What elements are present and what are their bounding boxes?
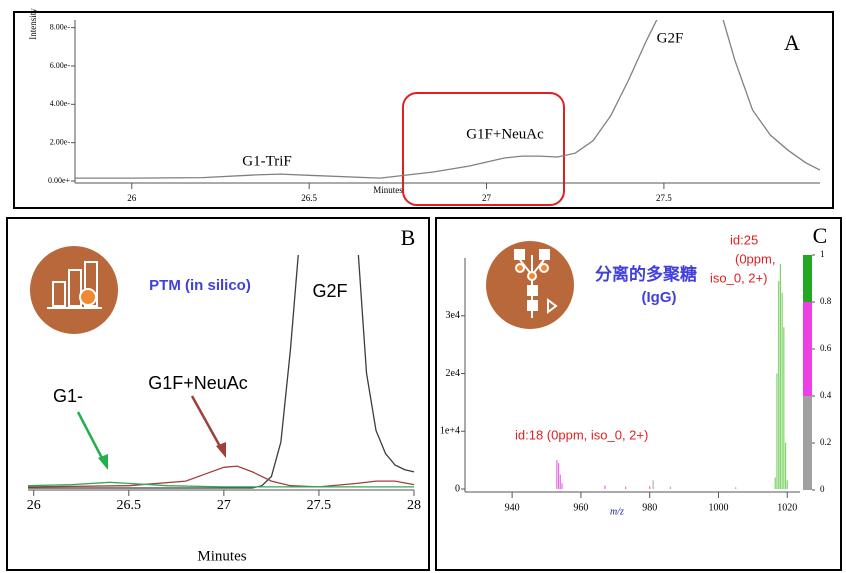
line-series — [28, 255, 415, 489]
panel-label: A — [784, 30, 800, 55]
annotation: G1F+NeuAc — [148, 373, 248, 393]
annotation: G1-TriF — [242, 153, 291, 169]
colorbar-segment — [803, 255, 812, 302]
colorbar-segment — [803, 302, 812, 396]
x-axis-label: Minutes — [197, 548, 246, 564]
x-tick-label: 940 — [505, 502, 520, 513]
x-tick-label: 28 — [407, 498, 421, 513]
x-tick-label: 26 — [27, 498, 41, 513]
y-tick-label: 3e4 — [446, 310, 460, 321]
x-tick-label: 27 — [482, 193, 492, 203]
colorbar-segment — [803, 396, 812, 490]
x-axis-label: Minutes — [373, 185, 403, 195]
x-tick-label: 26.5 — [117, 498, 142, 513]
panel-a: A Intensity Minutes G1-TriF G1F+NeuAc G2… — [28, 8, 820, 206]
panel-b: B PTM (in silico) G2F G1F+NeuAc G1- Minu… — [27, 225, 421, 564]
x-tick-label: 1020 — [777, 502, 797, 513]
panel-a-frame — [13, 11, 834, 209]
highlight-box — [402, 92, 565, 206]
colorbar-tick-label: 0.2 — [820, 437, 831, 447]
y-tick-label: 8.00e- — [50, 22, 71, 31]
panel-c: C 分离的多聚糖 (IgG) id:25 (0ppm, iso_0, 2+) i… — [440, 223, 832, 517]
icon-glyph — [514, 249, 558, 318]
x-tick-label: 26.5 — [301, 193, 317, 203]
y-tick-label: 6.00e- — [50, 61, 71, 70]
y-tick-label: 2e4 — [446, 368, 460, 379]
colorbar-tick-label: 0.8 — [820, 296, 832, 306]
line-series — [28, 465, 415, 488]
annotation: G1F+NeuAc — [466, 126, 544, 142]
annotation: (0ppm, — [735, 251, 775, 266]
y-tick-label: 2.00e- — [50, 137, 71, 146]
x-axis-label: m/z — [610, 506, 624, 517]
x-tick-label: 27 — [217, 498, 231, 513]
panel-c-frame — [435, 217, 842, 571]
arrow-head — [216, 442, 226, 458]
icon — [30, 246, 118, 334]
arrow — [190, 395, 224, 451]
arrow-head — [98, 454, 108, 470]
panel-b-frame — [6, 217, 430, 571]
colorbar-tick-label: 0.4 — [820, 390, 832, 400]
y-axis-label: Intensity — [28, 8, 38, 40]
x-tick-label: 980 — [642, 502, 657, 513]
colorbar-tick-label: 1 — [820, 249, 825, 259]
y-tick-label: 0 — [455, 483, 460, 494]
panel-label: B — [401, 225, 416, 250]
panel-subtitle: (IgG) — [642, 289, 677, 306]
x-tick-label: 27.5 — [307, 498, 332, 513]
annotation: id:25 — [730, 232, 758, 247]
y-tick-label: 4.00e- — [50, 99, 71, 108]
panel-title: 分离的多聚糖 — [595, 264, 697, 284]
line-series — [75, 20, 820, 179]
annotation: G1- — [53, 386, 83, 406]
plot-area — [75, 20, 820, 179]
colorbar-tick-label: 0.6 — [820, 343, 832, 353]
icon-glyph — [47, 261, 102, 309]
x-tick-label: 1000 — [708, 502, 728, 513]
y-tick-label: 1e+4 — [440, 426, 460, 437]
panel-title: PTM (in silico) — [149, 277, 251, 294]
line-series — [28, 481, 414, 488]
plot-area — [28, 255, 415, 489]
arrow — [76, 411, 106, 463]
colorbar-tick-label: 0 — [820, 484, 825, 494]
y-tick-label: 0.00e+ — [48, 176, 71, 185]
annotation: iso_0, 2+) — [710, 270, 767, 285]
panel-label: C — [813, 223, 828, 248]
x-tick-label: 26 — [127, 193, 137, 203]
annotation: G2F — [657, 30, 684, 46]
x-tick-label: 960 — [573, 502, 588, 513]
annotation: id:18 (0ppm, iso_0, 2+) — [515, 427, 648, 442]
annotation: G2F — [312, 281, 347, 301]
x-tick-label: 27.5 — [656, 193, 672, 203]
